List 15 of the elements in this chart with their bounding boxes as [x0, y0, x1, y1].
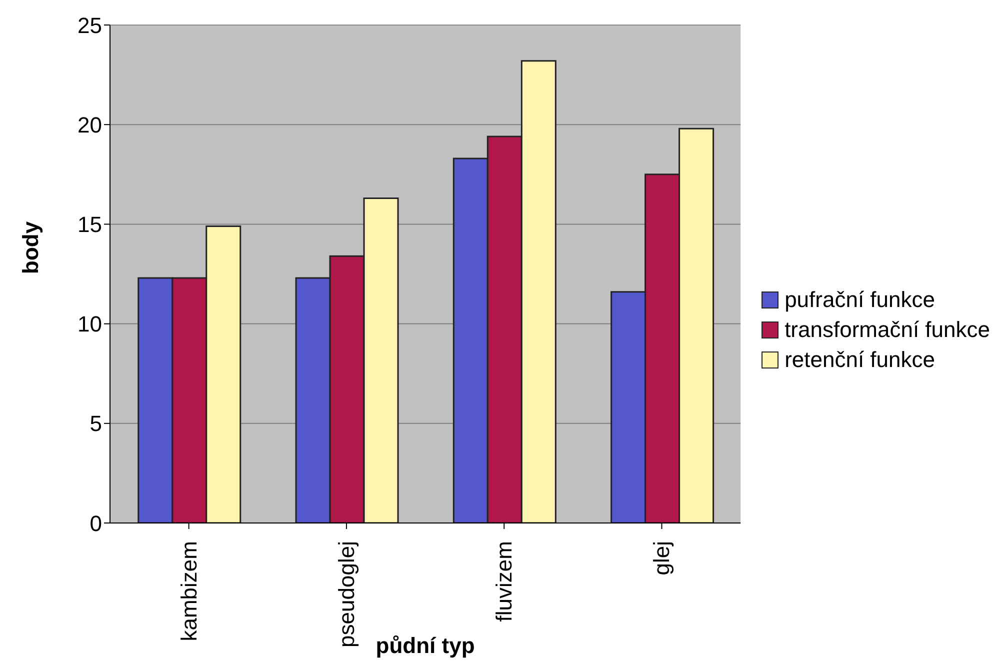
y-tick-label: 20	[78, 112, 102, 138]
legend-label: retenční funkce	[784, 346, 935, 372]
legend-label: transformační funkce	[784, 316, 990, 342]
x-tick-label: kambizem	[176, 541, 202, 642]
x-axis-title: půdní typ	[376, 633, 475, 658]
x-tick-label: pseudoglej	[334, 541, 359, 648]
x-tick-label: glej	[649, 541, 674, 576]
legend-label: pufrační funkce	[784, 286, 935, 312]
y-tick-label: 5	[90, 411, 102, 436]
x-tick-label: fluvizem	[492, 541, 517, 622]
y-tick-label: 10	[78, 312, 102, 337]
y-tick-label: 0	[90, 510, 102, 536]
y-axis-title: body	[18, 220, 43, 274]
y-tick-label: 15	[78, 212, 102, 238]
y-tick-label: 25	[78, 12, 102, 38]
